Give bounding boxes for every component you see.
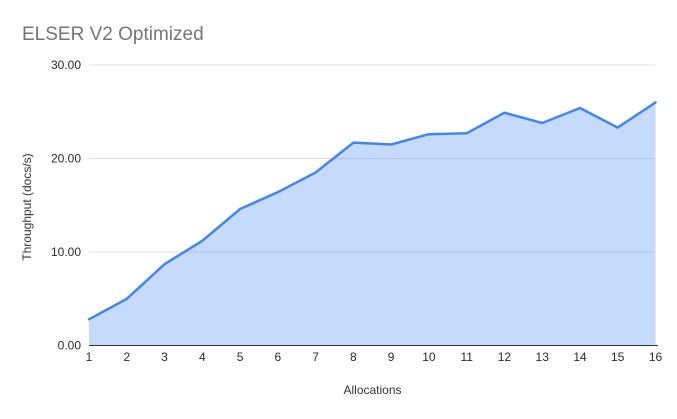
x-tick-label: 4 [199, 350, 206, 364]
x-tick-label: 5 [237, 350, 244, 364]
y-tick-label: 10.00 [51, 245, 81, 259]
x-tick-label: 7 [312, 350, 319, 364]
x-tick-label: 1 [86, 350, 93, 364]
x-tick-label: 8 [350, 350, 357, 364]
x-tick-label: 15 [611, 350, 625, 364]
x-tick-label: 3 [161, 350, 168, 364]
area-fill [89, 102, 656, 346]
series-line [87, 101, 657, 321]
chart-title: ELSER V2 Optimized [22, 24, 204, 45]
y-tick-label: 0.00 [58, 339, 82, 353]
x-tick-label: 6 [274, 350, 281, 364]
x-tick-label: 11 [460, 350, 473, 364]
x-tick-label: 14 [573, 350, 587, 364]
x-axis-title: Allocations [343, 383, 402, 397]
x-tick-label: 10 [422, 350, 436, 364]
x-tick-label: 16 [649, 350, 663, 364]
x-tick-label: 2 [123, 350, 130, 364]
y-tick-label: 20.00 [51, 152, 81, 166]
y-tick-label: 30.00 [51, 58, 81, 72]
x-tick-label: 13 [536, 350, 550, 364]
x-tick-label: 9 [388, 350, 395, 364]
y-axis-title: Throughput (docs/s) [20, 153, 34, 261]
x-tick-label: 12 [498, 350, 512, 364]
